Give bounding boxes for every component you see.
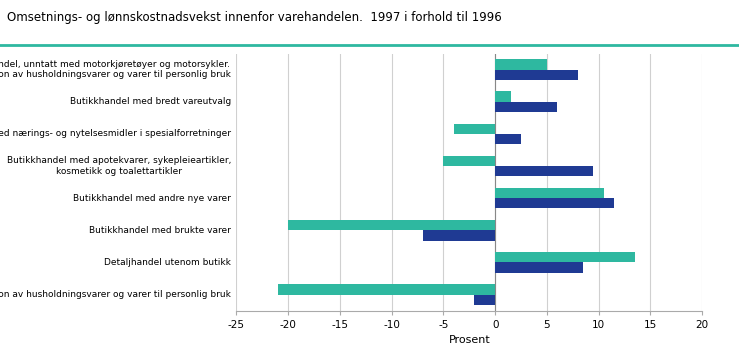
Text: Omsetnings- og lønnskostnadsvekst innenfor varehandelen.  1997 i forhold til 199: Omsetnings- og lønnskostnadsvekst innenf…	[7, 11, 502, 24]
Bar	[495, 252, 635, 262]
X-axis label: Prosent: Prosent	[449, 335, 490, 345]
Bar	[454, 124, 495, 134]
Bar	[495, 91, 511, 102]
Bar	[278, 284, 495, 295]
Bar	[495, 166, 593, 176]
Bar	[495, 59, 547, 70]
Bar	[495, 134, 521, 144]
Bar	[495, 262, 583, 273]
Bar	[288, 220, 495, 230]
Bar	[495, 102, 557, 112]
Bar	[443, 156, 495, 166]
Bar	[495, 188, 604, 198]
Bar	[474, 295, 495, 305]
Bar	[495, 70, 578, 80]
Bar	[495, 198, 614, 208]
Bar	[423, 230, 495, 241]
